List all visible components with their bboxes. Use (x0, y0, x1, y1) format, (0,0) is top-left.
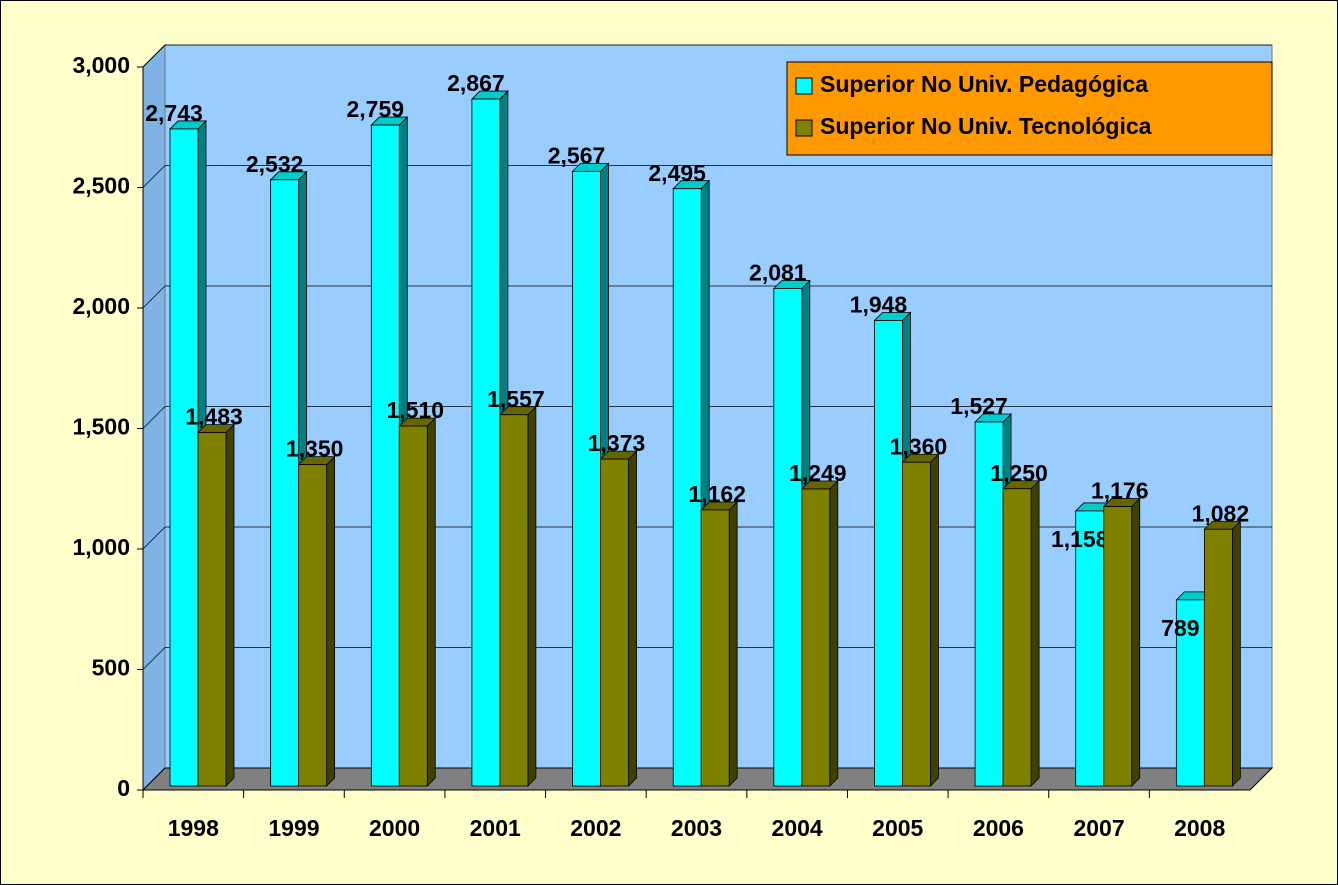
x-tick-label: 2004 (772, 815, 823, 841)
bar-side (829, 480, 839, 787)
bar (672, 188, 702, 787)
x-tick-label: 2008 (1174, 815, 1225, 841)
x-tick-label: 2005 (872, 815, 923, 841)
bar (298, 464, 328, 787)
data-label: 1,360 (890, 433, 948, 459)
x-tick-label: 2007 (1073, 815, 1124, 841)
bar (572, 170, 601, 787)
grid-line (142, 285, 166, 309)
x-tick-label: 2000 (369, 815, 420, 841)
bar (902, 461, 931, 787)
grid-line (142, 165, 166, 188)
y-tick-label: 0 (117, 775, 130, 801)
bar-side (1131, 497, 1141, 787)
bar (801, 488, 831, 787)
bar-side (1030, 479, 1040, 787)
x-tick-label: 1999 (268, 815, 319, 841)
bar (974, 421, 1004, 787)
data-label: 2,759 (346, 96, 404, 122)
data-label: 1,162 (688, 481, 746, 507)
bar (1203, 528, 1233, 787)
data-label: 1,250 (990, 460, 1048, 486)
y-tick-label: 1,000 (72, 534, 130, 560)
data-label: 2,567 (548, 142, 606, 168)
y-tick-label: 3,000 (72, 52, 130, 78)
data-label: 789 (1161, 615, 1199, 641)
bar-side (426, 417, 436, 787)
x-tick-label: 2003 (671, 815, 722, 841)
grid-line (142, 526, 166, 550)
y-tick-label: 2,000 (72, 293, 130, 319)
legend-label: Superior No Univ. Pedagógica (820, 71, 1148, 97)
bar-side (225, 423, 235, 787)
bar (874, 320, 903, 787)
bar (700, 509, 730, 787)
bar (1075, 510, 1105, 787)
data-label: 1,557 (487, 386, 545, 412)
data-label: 1,350 (286, 436, 344, 462)
data-label: 1,249 (789, 460, 847, 486)
data-label: 2,743 (145, 100, 203, 126)
y-tick-label: 1,500 (72, 414, 130, 440)
bar (471, 98, 501, 787)
legend-swatch (795, 119, 813, 137)
x-tick-label: 2001 (470, 815, 521, 841)
bar (1103, 506, 1133, 787)
bar (773, 288, 803, 787)
x-tick-label: 1998 (168, 815, 219, 841)
data-label: 1,082 (1192, 500, 1250, 526)
data-label: 1,510 (386, 397, 444, 423)
bar (398, 425, 428, 787)
data-label: 1,176 (1091, 478, 1149, 504)
data-label: 2,867 (447, 70, 505, 96)
data-label: 2,081 (749, 260, 807, 286)
bar (600, 458, 629, 787)
grid-line (142, 44, 166, 68)
data-label: 1,483 (185, 404, 243, 430)
bar (169, 128, 199, 787)
x-tick-label: 2002 (570, 815, 621, 841)
grid-line (142, 406, 166, 429)
bar-side (728, 500, 738, 787)
data-label: 1,527 (950, 393, 1008, 419)
bar (370, 124, 400, 787)
bar-side (326, 455, 336, 787)
bar-side (628, 450, 637, 787)
bar-side (527, 405, 537, 787)
y-tick-label: 2,500 (72, 173, 130, 199)
bar (270, 179, 300, 787)
data-label: 1,373 (588, 430, 646, 456)
legend-swatch (795, 77, 813, 95)
data-label: 2,495 (648, 160, 706, 186)
bar-side (930, 453, 939, 787)
x-tick-label: 2006 (973, 815, 1024, 841)
data-label: 2,532 (246, 151, 304, 177)
grid-line (142, 647, 166, 670)
data-label: 1,158 (1051, 526, 1109, 552)
bar (1002, 488, 1032, 787)
legend (786, 61, 1273, 156)
bar (197, 432, 227, 787)
y-tick-label: 500 (92, 655, 130, 681)
data-label: 1,948 (850, 292, 908, 318)
bar-side (1231, 520, 1241, 787)
bar (499, 414, 529, 787)
legend-label: Superior No Univ. Tecnológica (820, 113, 1152, 139)
